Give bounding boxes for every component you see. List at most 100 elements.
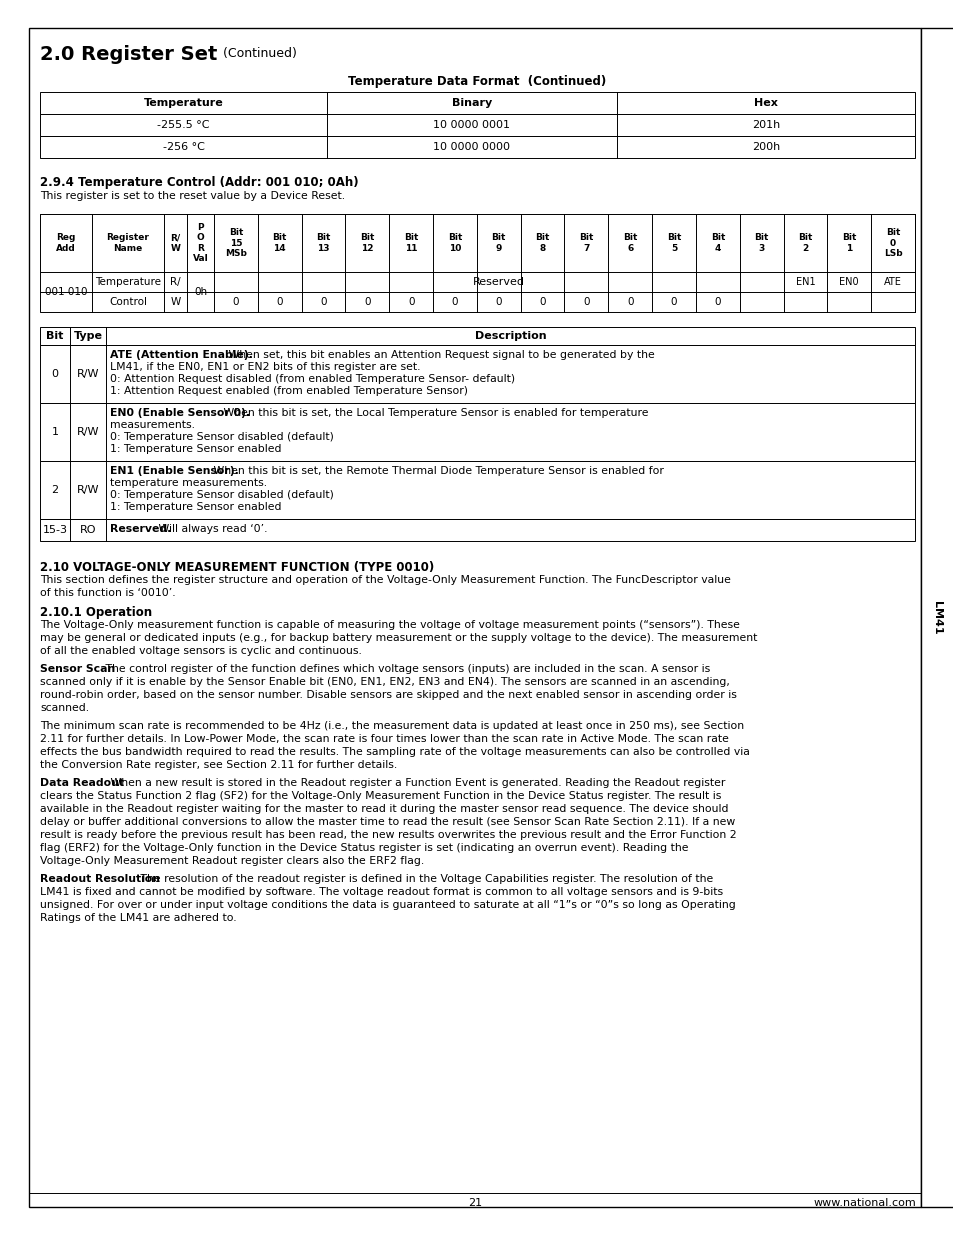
Bar — [40, 327, 914, 345]
Text: Bit
5: Bit 5 — [666, 233, 680, 253]
Text: Bit
12: Bit 12 — [360, 233, 375, 253]
Text: 2.10 VOLTAGE-ONLY MEASUREMENT FUNCTION (TYPE 0010): 2.10 VOLTAGE-ONLY MEASUREMENT FUNCTION (… — [40, 561, 434, 574]
Text: 001 010: 001 010 — [45, 287, 87, 296]
Text: Data Readout: Data Readout — [40, 778, 124, 788]
Text: W: W — [171, 296, 180, 308]
Text: Control: Control — [109, 296, 147, 308]
Text: 200h: 200h — [751, 142, 780, 152]
Bar — [40, 403, 914, 461]
Text: 0: 0 — [538, 296, 545, 308]
Text: 0: 0 — [276, 296, 283, 308]
Text: measurements.: measurements. — [110, 420, 194, 430]
Text: Bit
8: Bit 8 — [535, 233, 549, 253]
Text: Ratings of the LM41 are adhered to.: Ratings of the LM41 are adhered to. — [40, 913, 236, 923]
Text: 0: 0 — [408, 296, 414, 308]
Text: Hex: Hex — [753, 98, 777, 107]
Text: Bit
11: Bit 11 — [403, 233, 418, 253]
Text: Bit
1: Bit 1 — [841, 233, 856, 253]
Text: 2.0 Register Set: 2.0 Register Set — [40, 44, 217, 64]
Text: result is ready before the previous result has been read, the new results overwr: result is ready before the previous resu… — [40, 830, 736, 840]
Text: 21: 21 — [468, 1198, 481, 1208]
Text: Bit
7: Bit 7 — [578, 233, 593, 253]
Text: 1: Temperature Sensor enabled: 1: Temperature Sensor enabled — [110, 501, 281, 513]
Text: R/: R/ — [170, 277, 181, 287]
Text: 10 0000 0000: 10 0000 0000 — [433, 142, 510, 152]
Text: Reg
Add: Reg Add — [56, 233, 76, 253]
Text: the Conversion Rate register, see Section 2.11 for further details.: the Conversion Rate register, see Sectio… — [40, 760, 396, 769]
Text: Readout Resolution: Readout Resolution — [40, 874, 160, 884]
Text: Temperature: Temperature — [95, 277, 161, 287]
Text: Bit
13: Bit 13 — [316, 233, 331, 253]
Text: LM41 is fixed and cannot be modified by software. The voltage readout format is : LM41 is fixed and cannot be modified by … — [40, 887, 722, 897]
Text: available in the Readout register waiting for the master to read it during the m: available in the Readout register waitin… — [40, 804, 728, 814]
Bar — [40, 136, 914, 158]
Text: round-robin order, based on the sensor number. Disable sensors are skipped and t: round-robin order, based on the sensor n… — [40, 690, 736, 700]
Bar — [40, 345, 914, 403]
Text: 0: Attention Request disabled (from enabled Temperature Sensor- default): 0: Attention Request disabled (from enab… — [110, 374, 515, 384]
Text: 0: Temperature Sensor disabled (default): 0: Temperature Sensor disabled (default) — [110, 432, 334, 442]
Text: 0: 0 — [320, 296, 327, 308]
Text: EN0 (Enable Sensor 0).: EN0 (Enable Sensor 0). — [110, 408, 250, 417]
Text: 1: Attention Request enabled (from enabled Temperature Sensor): 1: Attention Request enabled (from enabl… — [110, 387, 468, 396]
Text: www.national.com: www.national.com — [812, 1198, 915, 1208]
Text: Bit
15
MSb: Bit 15 MSb — [225, 228, 247, 258]
Text: 0: 0 — [51, 369, 58, 379]
Text: This register is set to the reset value by a Device Reset.: This register is set to the reset value … — [40, 191, 345, 201]
Text: Bit
14: Bit 14 — [273, 233, 287, 253]
Text: 0: 0 — [626, 296, 633, 308]
Text: 0: 0 — [495, 296, 501, 308]
Bar — [40, 114, 914, 136]
Text: Bit
9: Bit 9 — [491, 233, 505, 253]
Text: 2.11 for further details. In Low-Power Mode, the scan rate is four times lower t: 2.11 for further details. In Low-Power M… — [40, 734, 728, 743]
Text: ATE: ATE — [883, 277, 902, 287]
Text: 1: 1 — [51, 427, 58, 437]
Text: 2.10.1 Operation: 2.10.1 Operation — [40, 606, 152, 619]
Text: 1: Temperature Sensor enabled: 1: Temperature Sensor enabled — [110, 445, 281, 454]
Text: temperature measurements.: temperature measurements. — [110, 478, 267, 488]
Text: LM41, if the EN0, EN1 or EN2 bits of this register are set.: LM41, if the EN0, EN1 or EN2 bits of thi… — [110, 362, 420, 372]
Text: Will always read ‘0’.: Will always read ‘0’. — [154, 524, 267, 534]
Text: P
O
R
Val: P O R Val — [193, 222, 208, 263]
Bar — [40, 461, 914, 519]
Text: The resolution of the readout register is defined in the Voltage Capabilities re: The resolution of the readout register i… — [130, 874, 713, 884]
Text: 0: 0 — [233, 296, 239, 308]
Text: EN0: EN0 — [839, 277, 859, 287]
Text: Voltage-Only Measurement Readout register clears also the ERF2 flag.: Voltage-Only Measurement Readout registe… — [40, 856, 424, 866]
Text: R/
W: R/ W — [171, 233, 180, 253]
Text: 0: 0 — [670, 296, 677, 308]
Text: clears the Status Function 2 flag (SF2) for the Voltage-Only Measurement Functio: clears the Status Function 2 flag (SF2) … — [40, 790, 720, 802]
Text: of this function is ‘0010’.: of this function is ‘0010’. — [40, 588, 175, 598]
Text: The minimum scan rate is recommended to be 4Hz (i.e., the measurement data is up: The minimum scan rate is recommended to … — [40, 721, 743, 731]
Text: Bit
4: Bit 4 — [710, 233, 724, 253]
Text: EN1: EN1 — [795, 277, 815, 287]
Text: 0: 0 — [582, 296, 589, 308]
Text: R/W: R/W — [76, 485, 99, 495]
Text: Bit
6: Bit 6 — [622, 233, 637, 253]
Text: delay or buffer additional conversions to allow the master time to read the resu: delay or buffer additional conversions t… — [40, 818, 735, 827]
Text: of all the enabled voltage sensors is cyclic and continuous.: of all the enabled voltage sensors is cy… — [40, 646, 361, 656]
Text: scanned only if it is enable by the Sensor Enable bit (EN0, EN1, EN2, EN3 and EN: scanned only if it is enable by the Sens… — [40, 677, 729, 687]
Text: scanned.: scanned. — [40, 703, 89, 713]
Text: When set, this bit enables an Attention Request signal to be generated by the: When set, this bit enables an Attention … — [225, 350, 654, 359]
Text: Reserved: Reserved — [473, 277, 524, 287]
Text: Type: Type — [73, 331, 102, 341]
Text: RO: RO — [80, 525, 96, 535]
Text: effects the bus bandwidth required to read the results. The sampling rate of the: effects the bus bandwidth required to re… — [40, 747, 749, 757]
Bar — [920, 28, 953, 1207]
Text: Bit
10: Bit 10 — [447, 233, 461, 253]
Text: 10 0000 0001: 10 0000 0001 — [433, 120, 510, 130]
Text: Register
Name: Register Name — [107, 233, 150, 253]
Text: Temperature: Temperature — [144, 98, 223, 107]
Text: Bit
2: Bit 2 — [798, 233, 812, 253]
Text: The control register of the function defines which voltage sensors (inputs) are : The control register of the function def… — [95, 664, 709, 674]
Text: Sensor Scan: Sensor Scan — [40, 664, 115, 674]
Text: R/W: R/W — [76, 369, 99, 379]
Text: may be general or dedicated inputs (e.g., for backup battery measurement or the : may be general or dedicated inputs (e.g.… — [40, 634, 757, 643]
Text: R/W: R/W — [76, 427, 99, 437]
Text: The Voltage-Only measurement function is capable of measuring the voltage of vol: The Voltage-Only measurement function is… — [40, 620, 740, 630]
Text: Description: Description — [475, 331, 546, 341]
Text: LM41: LM41 — [931, 600, 942, 635]
Bar — [40, 214, 914, 272]
Text: Bit
0
LSb: Bit 0 LSb — [882, 228, 902, 258]
Text: Reserved.: Reserved. — [110, 524, 172, 534]
